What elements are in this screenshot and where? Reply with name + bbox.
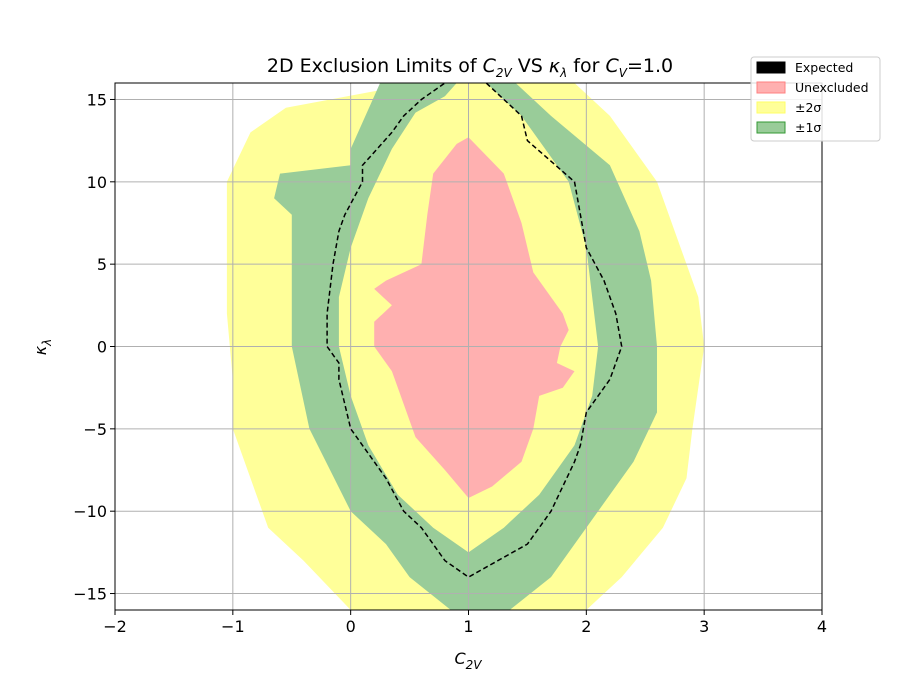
grid: [114, 83, 823, 610]
y-tick-label: −5: [83, 420, 107, 439]
legend-item: Unexcluded: [756, 80, 869, 95]
expected-contour-layer: [326, 83, 623, 578]
x-tick-label: 2: [581, 617, 591, 636]
legend-item: Expected: [756, 60, 853, 75]
legend-swatch: [756, 101, 786, 114]
x-axis-label: C2V: [454, 649, 482, 672]
y-tick-label: 5: [97, 255, 107, 274]
legend-label: ±1σ: [795, 120, 821, 135]
x-tick-label: 1: [463, 617, 473, 636]
legend-item: ±2σ: [756, 100, 821, 115]
x-tick-label: 4: [817, 617, 827, 636]
x-tick-label: 3: [699, 617, 709, 636]
unexcluded-region: [374, 137, 575, 499]
x-tick-label: 0: [346, 617, 356, 636]
legend-box: [750, 56, 881, 142]
y-axis-label: κλ: [31, 339, 54, 356]
y-tick-label: −10: [73, 502, 107, 521]
y-tick-label: 0: [97, 338, 107, 357]
legend-swatch: [756, 81, 786, 94]
plot-regions: [226, 83, 705, 610]
y-tick-label: −15: [73, 585, 107, 604]
y-tick-label: 10: [87, 173, 107, 192]
legend-label: Expected: [795, 60, 853, 75]
legend-label: Unexcluded: [795, 80, 869, 95]
legend-item: ±1σ: [756, 120, 821, 135]
expected-contour: [326, 83, 623, 578]
y-tick-label: 15: [87, 90, 107, 109]
chart-title: 2D Exclusion Limits of C2V VS κλ for CV=…: [267, 55, 673, 80]
legend-label: ±2σ: [795, 100, 821, 115]
x-tick-label: −1: [221, 617, 245, 636]
legend-swatch: [756, 61, 786, 74]
legend-swatch: [756, 121, 786, 134]
legend: Expected Unexcluded ±2σ ±1σ: [750, 56, 881, 142]
x-tick-label: −2: [103, 617, 127, 636]
